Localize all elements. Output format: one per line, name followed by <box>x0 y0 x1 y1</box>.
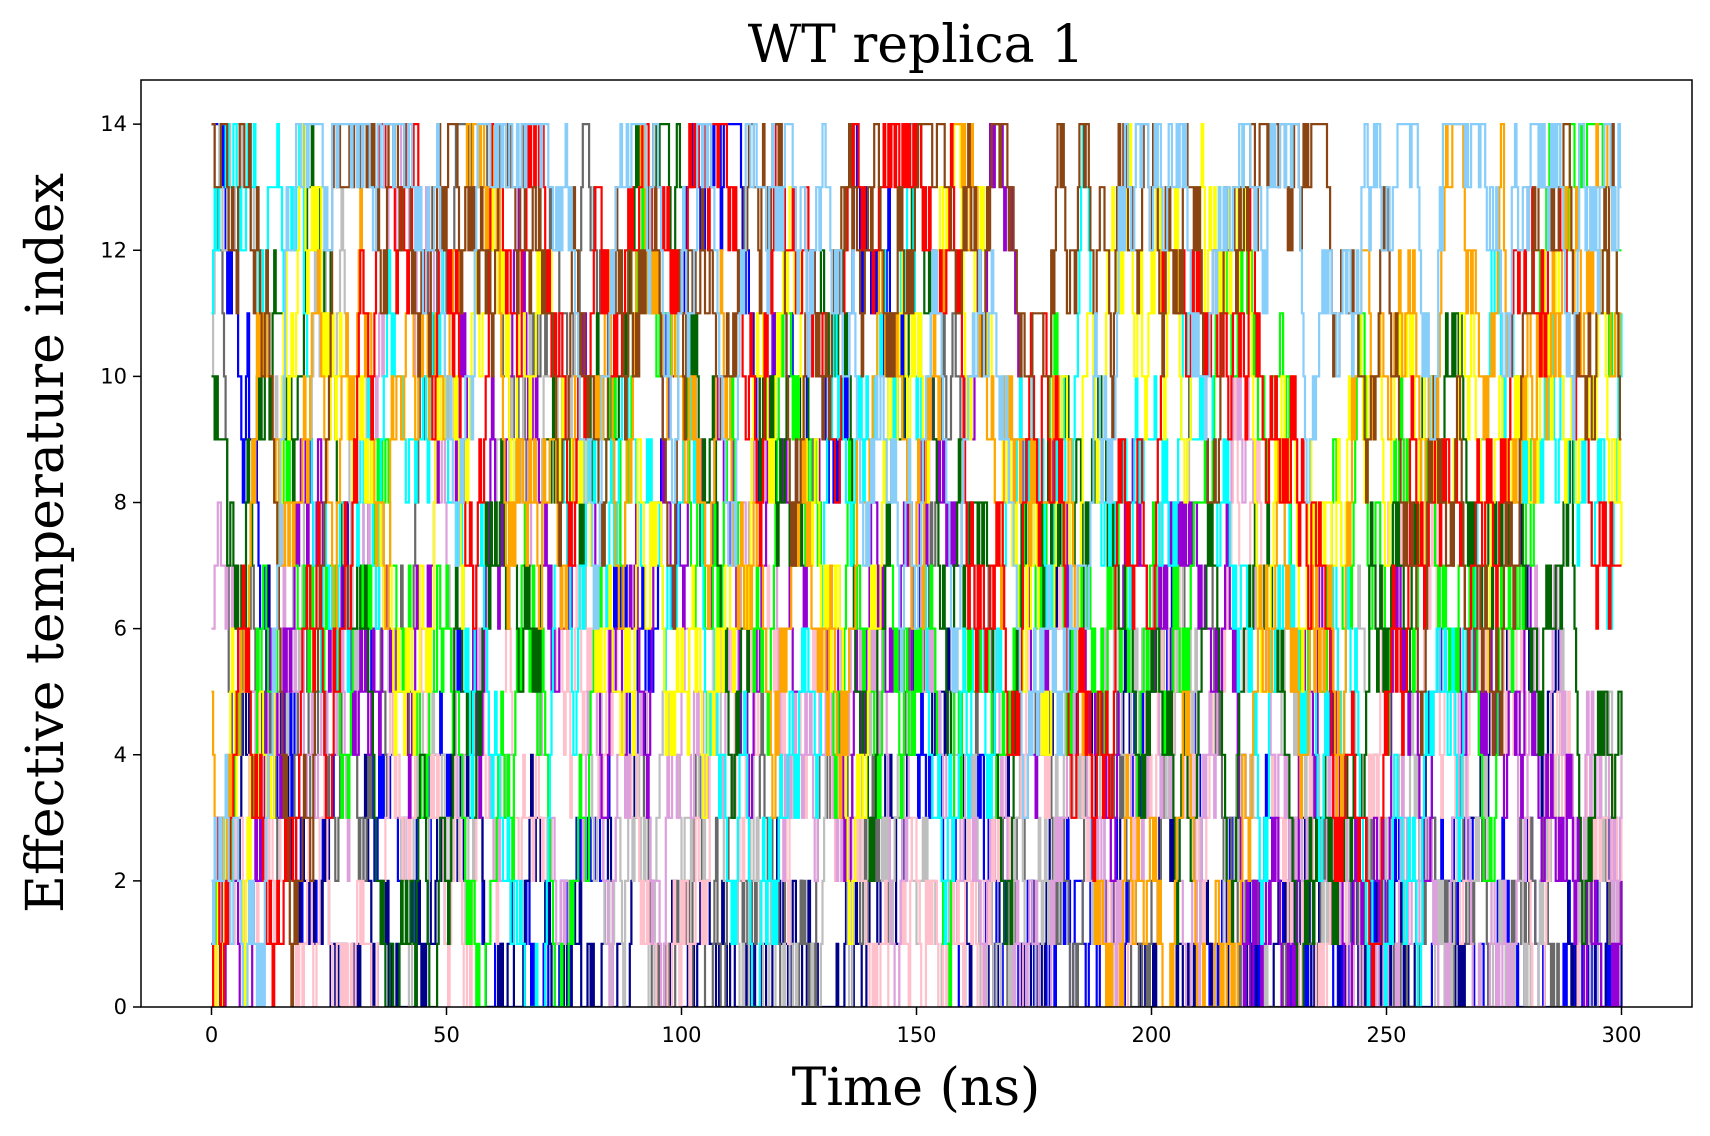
x-tick-label: 300 <box>1601 1023 1641 1047</box>
series-line-12 <box>211 123 1622 1007</box>
y-tick-label: 2 <box>114 869 127 893</box>
x-axis: 0 50 100 150 200 250 300 <box>205 1007 1642 1047</box>
y-axis-label: Effective temperature index <box>16 173 76 913</box>
y-tick-label: 6 <box>114 617 127 641</box>
series-layer <box>211 123 1623 1007</box>
x-tick-label: 50 <box>433 1023 460 1047</box>
x-tick-label: 200 <box>1131 1023 1171 1047</box>
x-axis-label: Time (ns) <box>792 1058 1041 1118</box>
y-axis: 0 2 4 6 8 10 12 14 <box>100 112 141 1019</box>
chart-title: WT replica 1 <box>748 15 1085 75</box>
x-tick-label: 100 <box>661 1023 701 1047</box>
series-line-14 <box>211 123 1622 1007</box>
x-tick-label: 250 <box>1366 1023 1406 1047</box>
y-tick-label: 8 <box>114 491 127 515</box>
y-tick-label: 10 <box>100 364 127 388</box>
y-tick-label: 14 <box>100 112 127 136</box>
x-tick-label: 0 <box>205 1023 218 1047</box>
y-tick-label: 0 <box>114 995 127 1019</box>
series-line-15 <box>211 123 1622 1007</box>
x-tick-label: 150 <box>896 1023 936 1047</box>
y-tick-label: 12 <box>100 238 127 262</box>
y-tick-label: 4 <box>114 743 127 767</box>
